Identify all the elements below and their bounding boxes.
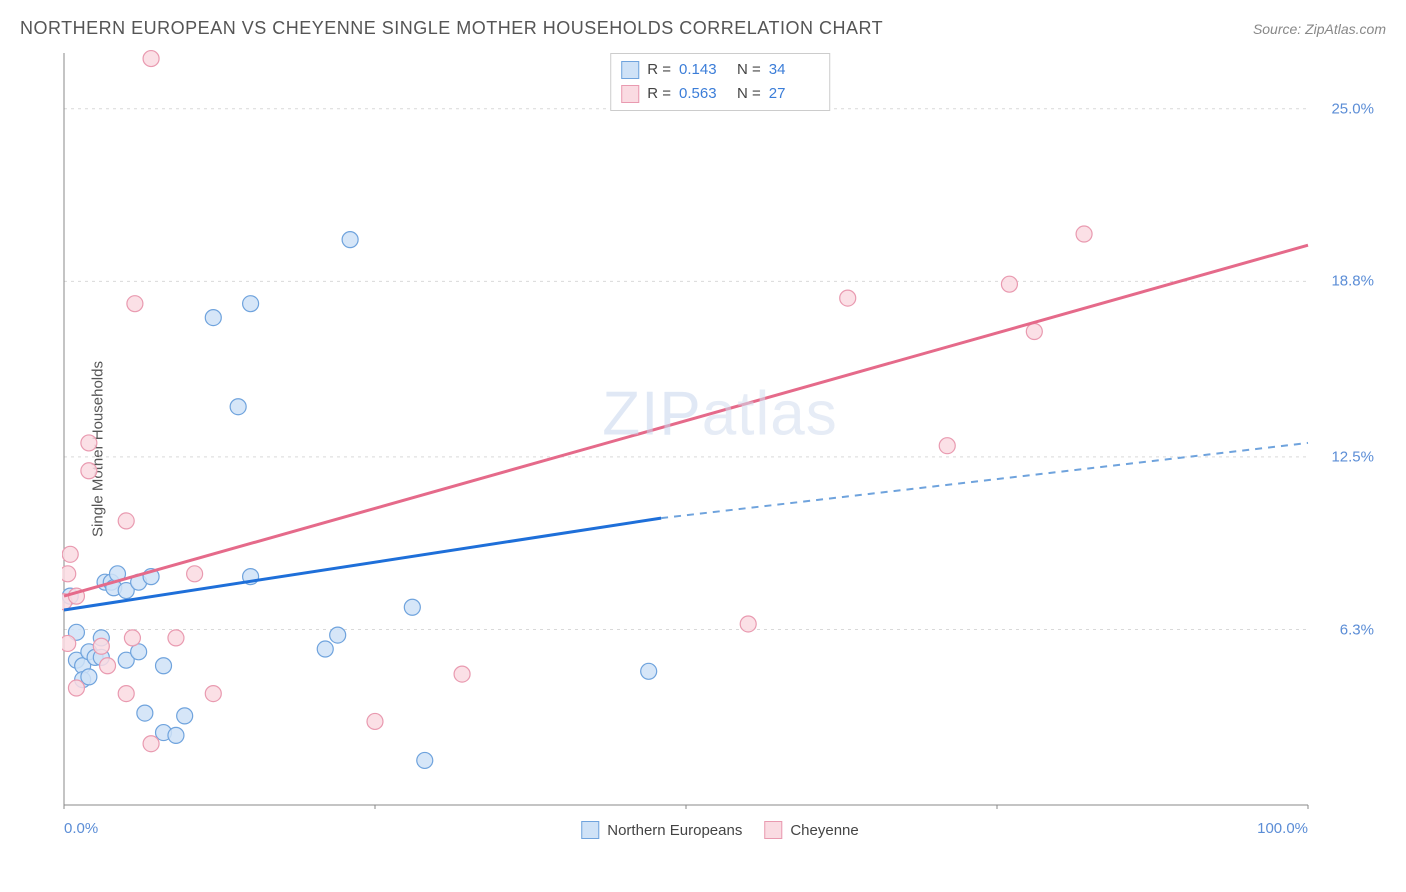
y-tick-label: 6.3% — [1340, 621, 1380, 638]
chart-container: Single Mother Households ZIPatlas R = 0.… — [20, 49, 1386, 849]
stats-row-series-1: R = 0.563 N = 27 — [621, 82, 819, 106]
scatter-plot-svg — [62, 49, 1378, 809]
r-value-0: 0.143 — [679, 58, 729, 82]
r-label: R = — [647, 58, 671, 82]
n-value-0: 34 — [769, 58, 819, 82]
legend-item-0: Northern Europeans — [581, 821, 742, 839]
legend-label-0: Northern Europeans — [607, 822, 742, 839]
y-tick-label: 12.5% — [1331, 448, 1380, 465]
stats-legend-box: R = 0.143 N = 34 R = 0.563 N = 27 — [610, 53, 830, 111]
n-value-1: 27 — [769, 82, 819, 106]
swatch-series-0 — [621, 61, 639, 79]
n-label: N = — [737, 82, 761, 106]
swatch-series-1 — [621, 85, 639, 103]
bottom-legend: Northern Europeans Cheyenne — [581, 821, 858, 839]
x-tick-label: 100.0% — [1257, 820, 1308, 837]
x-tick-label: 0.0% — [64, 820, 98, 837]
chart-title: NORTHERN EUROPEAN VS CHEYENNE SINGLE MOT… — [20, 18, 883, 39]
r-label: R = — [647, 82, 671, 106]
legend-item-1: Cheyenne — [764, 821, 858, 839]
r-value-1: 0.563 — [679, 82, 729, 106]
n-label: N = — [737, 58, 761, 82]
legend-label-1: Cheyenne — [790, 822, 858, 839]
legend-swatch-1 — [764, 821, 782, 839]
stats-row-series-0: R = 0.143 N = 34 — [621, 58, 819, 82]
y-tick-label: 18.8% — [1331, 273, 1380, 290]
y-tick-label: 25.0% — [1331, 100, 1380, 117]
legend-swatch-0 — [581, 821, 599, 839]
plot-area: ZIPatlas R = 0.143 N = 34 R = 0.563 N = … — [62, 49, 1378, 809]
source-attribution: Source: ZipAtlas.com — [1253, 21, 1386, 37]
